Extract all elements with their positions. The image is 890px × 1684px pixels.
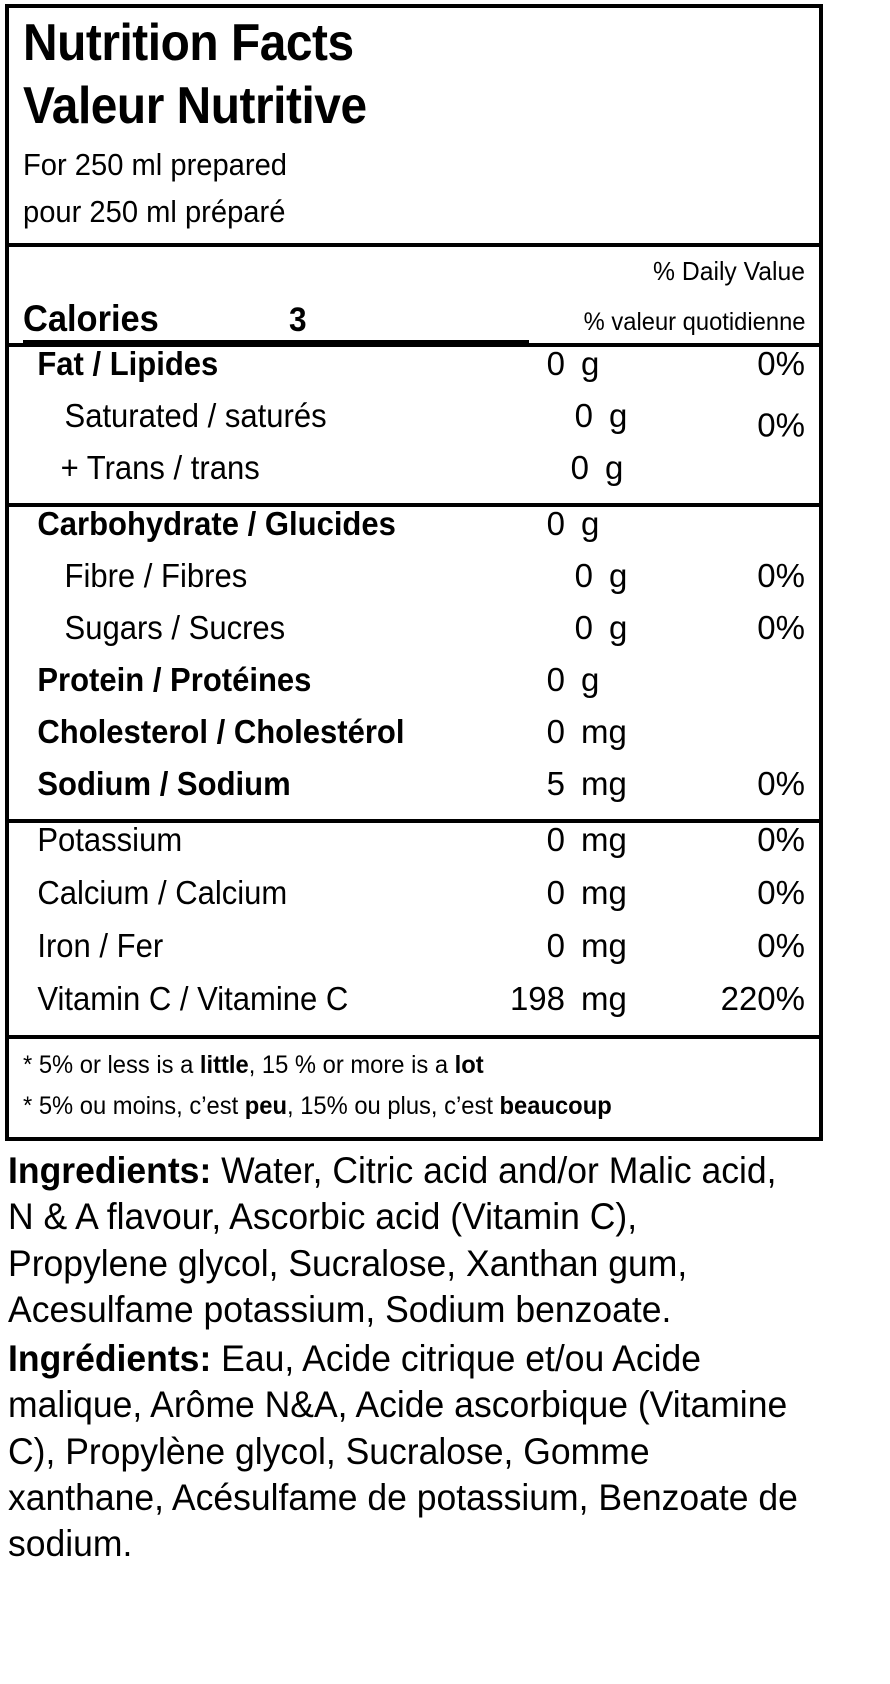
saturated-trans-daily-value: 0%: [757, 406, 805, 444]
nutrient-name: Sodium / Sodium: [37, 765, 291, 803]
ingredients-section: Ingredients: Water, Citric acid and/or M…: [8, 1148, 832, 1567]
nutrition-facts-box: Nutrition Facts Valeur Nutritive For 250…: [5, 4, 823, 1141]
nutrient-name: Carbohydrate / Glucides: [37, 505, 396, 543]
ingredients-label-french: Ingrédients:: [8, 1338, 212, 1379]
nutrient-value: 0: [546, 505, 565, 543]
calories-value: 3: [289, 301, 307, 340]
nutrient-unit: mg: [581, 874, 627, 912]
calories-row: Calories 3 % valeur quotidienne: [23, 287, 805, 348]
table-row-carbohydrate: Carbohydrate / Glucides 0 g: [23, 507, 805, 559]
nutrient-name: Protein / Protéines: [37, 661, 312, 699]
table-row-calcium: Calcium / Calcium 0 mg 0%: [23, 876, 805, 929]
nutrient-unit: mg: [581, 980, 627, 1018]
serving-size-french: pour 250 ml préparé: [23, 194, 286, 230]
nutrient-daily-value: 0%: [757, 927, 805, 965]
nutrient-daily-value: 0%: [757, 765, 805, 803]
nutrient-unit: g: [581, 345, 600, 383]
table-row-sugars: Sugars / Sucres 0 g 0%: [23, 611, 805, 663]
table-row-sodium: Sodium / Sodium 5 mg 0%: [23, 767, 805, 819]
footnote-en-text2: , 15 % or more is a: [248, 1051, 455, 1080]
daily-value-calories-block: % Daily Value Calories 3 % valeur quotid…: [9, 247, 819, 348]
title-english: Nutrition Facts: [23, 14, 354, 72]
nutrient-name: Cholesterol / Cholestérol: [37, 713, 405, 751]
footnote-block: * 5% or less is a little, 15 % or more i…: [9, 1039, 819, 1137]
calories-underline: [23, 340, 529, 348]
macronutrient-group: Carbohydrate / Glucides 0 g Fibre / Fibr…: [9, 507, 819, 824]
table-row-iron: Iron / Fer 0 mg 0%: [23, 929, 805, 982]
table-row-saturated: Saturated / saturés 0 g: [23, 399, 805, 451]
table-row-cholesterol: Cholesterol / Cholestérol 0 mg: [23, 715, 805, 767]
nutrient-value: 0: [546, 661, 565, 699]
nutrient-value: 0: [570, 449, 589, 487]
table-row-potassium: Potassium 0 mg 0%: [23, 823, 805, 876]
label-header: Nutrition Facts Valeur Nutritive For 250…: [9, 8, 819, 248]
nutrient-unit: g: [581, 661, 600, 699]
nutrient-unit: g: [609, 609, 628, 647]
nutrient-unit: g: [581, 505, 600, 543]
serving-size-english: For 250 ml prepared: [23, 146, 288, 182]
vitamin-mineral-group: Potassium 0 mg 0% Calcium / Calcium 0 mg…: [9, 823, 819, 1040]
footnote-fr-bold1: peu: [244, 1092, 287, 1121]
nutrient-name: Calcium / Calcium: [37, 874, 288, 912]
nutrient-value: 198: [509, 980, 565, 1018]
nutrient-name: Saturated / saturés: [64, 397, 327, 435]
footnote-french: * 5% ou moins, c’est peu, 15% ou plus, c…: [23, 1086, 766, 1127]
nutrient-daily-value: 220%: [720, 980, 805, 1018]
ingredients-text-french: Eau, Acide citrique et/ou Acide malique,…: [8, 1338, 798, 1564]
nutrient-unit: mg: [581, 821, 627, 859]
calories-label: Calories: [23, 298, 159, 340]
footnote-english: * 5% or less is a little, 15 % or more i…: [23, 1045, 766, 1086]
nutrient-name: Iron / Fer: [37, 927, 164, 965]
nutrient-value: 0: [574, 557, 593, 595]
table-row-protein: Protein / Protéines 0 g: [23, 663, 805, 715]
nutrient-name: Vitamin C / Vitamine C: [37, 980, 349, 1018]
nutrient-daily-value: 0%: [757, 821, 805, 859]
nutrient-unit: mg: [581, 927, 627, 965]
nutrient-value: 0: [546, 821, 565, 859]
daily-value-header-english: % Daily Value: [653, 256, 805, 287]
ingredients-french: Ingrédients: Eau, Acide citrique et/ou A…: [8, 1336, 799, 1567]
footnote-en-bold1: little: [199, 1051, 249, 1080]
ingredients-text-english: Water, Citric acid and/or Malic acid, N …: [8, 1150, 777, 1330]
footnote-en-text1: * 5% or less is a: [23, 1051, 200, 1080]
nutrient-unit: g: [609, 557, 628, 595]
title-french: Valeur Nutritive: [23, 77, 367, 136]
table-row-trans: + Trans / trans 0 g: [23, 451, 805, 503]
nutrient-daily-value: 0%: [757, 609, 805, 647]
nutrient-unit: g: [605, 449, 624, 487]
nutrient-daily-value: 0%: [757, 874, 805, 912]
ingredients-label-english: Ingredients:: [8, 1150, 212, 1191]
table-row-vitamin-c: Vitamin C / Vitamine C 198 mg 220%: [23, 982, 805, 1035]
nutrient-name: Potassium: [37, 821, 183, 859]
nutrient-value: 0: [546, 927, 565, 965]
nutrient-value: 5: [546, 765, 565, 803]
nutrient-unit: g: [609, 397, 628, 435]
nutrient-name: Fibre / Fibres: [64, 557, 248, 595]
nutrient-daily-value: 0%: [757, 345, 805, 383]
table-row-fat: Fat / Lipides 0 g 0%: [23, 347, 805, 399]
footnote-fr-bold2: beaucoup: [499, 1092, 612, 1121]
nutrient-value: 0: [574, 397, 593, 435]
nutrient-daily-value: 0%: [757, 557, 805, 595]
ingredients-english: Ingredients: Water, Citric acid and/or M…: [8, 1148, 799, 1333]
nutrient-value: 0: [574, 609, 593, 647]
nutrient-name: + Trans / trans: [60, 449, 260, 487]
nutrient-name: Fat / Lipides: [37, 345, 219, 383]
footnote-fr-text2: , 15% ou plus, c’est: [286, 1092, 500, 1121]
footnote-fr-text1: * 5% ou moins, c’est: [23, 1092, 245, 1121]
daily-value-header-french: % valeur quotidienne: [583, 308, 805, 337]
nutrient-value: 0: [546, 874, 565, 912]
nutrient-name: Sugars / Sucres: [64, 609, 286, 647]
nutrient-value: 0: [546, 713, 565, 751]
footnote-en-bold2: lot: [454, 1051, 484, 1080]
nutrient-value: 0: [546, 345, 565, 383]
nutrient-unit: mg: [581, 765, 627, 803]
table-row-fibre: Fibre / Fibres 0 g 0%: [23, 559, 805, 611]
fat-group: Fat / Lipides 0 g 0% Saturated / saturés…: [9, 347, 819, 508]
nutrient-unit: mg: [581, 713, 627, 751]
